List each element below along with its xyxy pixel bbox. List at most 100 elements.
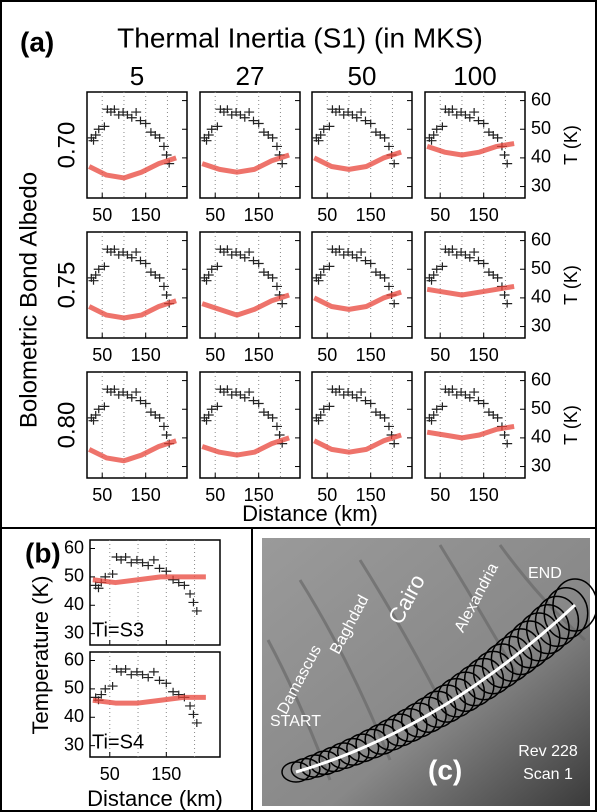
footprint bbox=[534, 595, 580, 647]
observed-point bbox=[161, 567, 172, 576]
observed-point bbox=[143, 561, 154, 570]
y-tick-label: 40 bbox=[64, 594, 84, 614]
observed-point bbox=[161, 151, 172, 160]
observed-point bbox=[447, 245, 458, 254]
observed-point bbox=[96, 690, 107, 699]
observed-point bbox=[107, 682, 118, 691]
x-tick-label: 50 bbox=[430, 205, 450, 225]
observed-point bbox=[469, 108, 480, 117]
x-tick-label: 150 bbox=[131, 205, 161, 225]
x-tick-label: 50 bbox=[317, 485, 337, 505]
observed-point bbox=[324, 122, 335, 131]
observed-point bbox=[140, 259, 151, 268]
y-tick-label: 60 bbox=[64, 649, 84, 669]
footprint bbox=[309, 750, 341, 776]
observed-point bbox=[469, 248, 480, 257]
observed-point bbox=[492, 273, 503, 282]
observed-point bbox=[148, 667, 159, 676]
x-tick-label: 50 bbox=[317, 205, 337, 225]
observed-point bbox=[158, 142, 169, 151]
observed-point bbox=[88, 136, 99, 145]
y-tick-label: 30 bbox=[531, 315, 551, 335]
model-band bbox=[426, 141, 515, 158]
observed-point bbox=[99, 122, 110, 131]
observed-point bbox=[267, 413, 278, 422]
observed-point bbox=[437, 262, 448, 271]
y-tick-label: 30 bbox=[64, 734, 84, 754]
observed-point bbox=[206, 125, 217, 134]
observed-point bbox=[248, 116, 259, 125]
observed-point bbox=[131, 248, 142, 257]
observed-point bbox=[154, 564, 165, 573]
observed-point bbox=[100, 684, 111, 693]
observed-point bbox=[351, 393, 362, 402]
y-tick-label: 50 bbox=[531, 258, 551, 278]
observed-point bbox=[239, 113, 250, 122]
x-tick-label: 150 bbox=[131, 345, 161, 365]
observed-point bbox=[107, 570, 118, 579]
observed-point bbox=[131, 388, 142, 397]
row-axis-label: Bolometric Bond Albedo bbox=[15, 172, 42, 428]
observed-point bbox=[267, 273, 278, 282]
observed-point bbox=[90, 130, 101, 139]
panel-name: Ti=S4 bbox=[92, 731, 144, 753]
observed-point bbox=[313, 416, 324, 425]
y-tick-label: 60 bbox=[531, 89, 551, 109]
observed-point bbox=[365, 259, 376, 268]
observed-point bbox=[379, 413, 390, 422]
observed-point bbox=[203, 410, 214, 419]
observed-point bbox=[473, 396, 484, 405]
observed-point bbox=[168, 687, 179, 696]
rev-label: Rev 228 bbox=[518, 743, 578, 760]
observed-point bbox=[93, 125, 104, 134]
x-tick-label: 150 bbox=[244, 485, 274, 505]
observed-point bbox=[389, 439, 400, 448]
panel-label: (a) bbox=[20, 26, 54, 57]
footprint bbox=[336, 737, 370, 766]
ridge bbox=[298, 579, 392, 761]
scan-track bbox=[295, 603, 577, 774]
observed-point bbox=[161, 679, 172, 688]
observed-point bbox=[90, 270, 101, 279]
model-band bbox=[426, 423, 515, 441]
observed-point bbox=[244, 108, 255, 117]
footprint bbox=[400, 702, 438, 738]
observed-point bbox=[324, 402, 335, 411]
observed-point bbox=[492, 133, 503, 142]
observed-point bbox=[131, 555, 142, 564]
x-tick-label: 150 bbox=[356, 345, 386, 365]
y-tick-label: 60 bbox=[531, 369, 551, 389]
observed-point bbox=[437, 402, 448, 411]
observed-point bbox=[277, 299, 288, 308]
observed-point bbox=[431, 265, 442, 274]
x-tick-label: 50 bbox=[430, 485, 450, 505]
observed-point bbox=[191, 718, 202, 727]
observed-point bbox=[426, 276, 437, 285]
observed-point bbox=[473, 256, 484, 265]
observed-point bbox=[499, 431, 510, 440]
observed-point bbox=[148, 555, 159, 564]
observed-point bbox=[431, 405, 442, 414]
observed-point bbox=[88, 416, 99, 425]
observed-point bbox=[428, 130, 439, 139]
observed-point bbox=[188, 598, 199, 607]
observed-point bbox=[201, 416, 212, 425]
observed-point bbox=[492, 413, 503, 422]
model-band bbox=[92, 574, 206, 586]
observed-point bbox=[135, 396, 146, 405]
observed-point bbox=[437, 122, 448, 131]
observed-point bbox=[428, 410, 439, 419]
x-tick-label: 150 bbox=[131, 485, 161, 505]
x-tick-label: 50 bbox=[205, 205, 225, 225]
observed-point bbox=[389, 299, 400, 308]
scan-label: Scan 1 bbox=[523, 766, 573, 783]
row-label: 0.70 bbox=[53, 122, 80, 169]
observed-point bbox=[143, 673, 154, 682]
x-tick-label: 50 bbox=[317, 345, 337, 365]
x-tick-label: 150 bbox=[469, 205, 499, 225]
observed-point bbox=[315, 270, 326, 279]
end-label: END bbox=[528, 565, 562, 582]
observed-point bbox=[253, 119, 264, 128]
x-tick-label: 50 bbox=[430, 345, 450, 365]
x-tick-label: 50 bbox=[92, 205, 112, 225]
